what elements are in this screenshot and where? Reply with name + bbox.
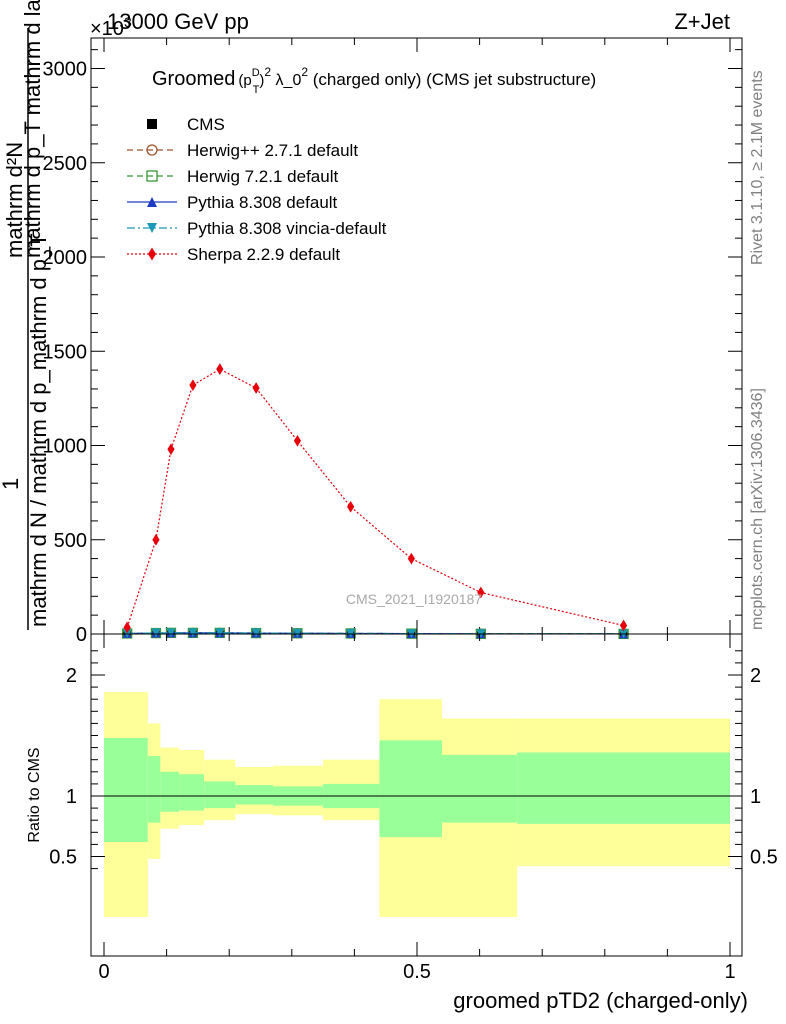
legend-label: Herwig 7.2.1 default <box>187 167 338 186</box>
data-point <box>292 628 302 638</box>
header-process: Z+Jet <box>674 9 730 34</box>
y-tick-label: 3000 <box>43 59 88 81</box>
stat-uncertainty-band <box>442 754 518 823</box>
data-point <box>188 628 198 638</box>
mcplots-label: mcplots.cern.ch [arXiv:1306.3436] <box>749 388 766 630</box>
ratio-y-label: Ratio to CMS <box>26 747 43 842</box>
data-point <box>477 586 485 599</box>
data-point <box>346 628 356 638</box>
series-line <box>126 368 624 628</box>
stat-uncertainty-band <box>160 771 180 812</box>
ratio-bands <box>104 691 730 917</box>
ratio-plot: 0.5 0.5 1 1 2 2 0 0.5 1 Ratio to CMS <box>26 633 778 983</box>
legend-entry: Sherpa 2.2.9 default <box>127 245 340 264</box>
ratio-y-tick-label-right: 2 <box>750 665 761 687</box>
legend-marker <box>147 223 157 233</box>
ratio-y-tick-label: 0.5 <box>49 847 77 869</box>
legend-entry: Pythia 8.308 vincia-default <box>127 219 387 238</box>
watermark: CMS_2021_I1920187 <box>346 591 482 607</box>
stat-uncertainty-band <box>204 781 236 809</box>
data-point <box>122 628 132 638</box>
y-tick-label: 0 <box>76 624 87 646</box>
ratio-y-tick-label-right: 0.5 <box>750 847 778 869</box>
legend-entry: Pythia 8.308 default <box>127 193 338 212</box>
stat-uncertainty-band <box>104 737 148 842</box>
axis-multiplier-base: ×10 <box>90 18 124 40</box>
plot-title-p: (p <box>238 72 251 89</box>
legend-marker <box>147 119 157 129</box>
data-point <box>166 628 176 638</box>
main-y-label: mathrm d²N mathrm d p_T mathrm d lambda … <box>0 0 51 630</box>
data-point <box>216 363 224 376</box>
y-label-denominator: mathrm d N / mathrm d p_mathrm d p_T <box>26 233 51 627</box>
stat-uncertainty-band <box>179 774 205 811</box>
data-point <box>215 628 225 638</box>
legend-label: Pythia 8.308 vincia-default <box>187 219 387 238</box>
data-point <box>347 500 355 513</box>
legend-marker <box>147 197 157 207</box>
data-point <box>252 382 260 394</box>
legend-marker <box>148 247 156 261</box>
data-point <box>619 619 628 632</box>
plot-title: Groomed (pD T)2 λ_02 (charged only) (CMS j… <box>152 65 596 96</box>
legend-label: CMS <box>187 115 225 134</box>
y-tick-label: 1500 <box>43 341 88 363</box>
y-tick-label: 1000 <box>43 436 88 458</box>
data-point <box>152 533 160 546</box>
plot-title-close: ) <box>259 72 264 89</box>
plot-title-sub: T <box>253 84 260 96</box>
plot-title-main: Groomed <box>152 68 235 90</box>
main-plot: 0 500 1000 1500 2000 2500 3000 CMS_2021_I19201… <box>43 37 743 646</box>
x-tick-label: 1 <box>724 961 735 983</box>
legend-entry: CMS <box>147 115 225 134</box>
data-point <box>407 552 415 565</box>
ratio-plot-frame <box>90 633 743 957</box>
legend-marker <box>146 170 158 182</box>
plot-title-lambda-power: 2 <box>301 65 308 79</box>
ratio-y-tick-label: 1 <box>66 786 77 808</box>
y-tick-label: 500 <box>54 530 87 552</box>
y-tick-label: 2000 <box>43 247 88 269</box>
y-label-numerator-tail: mathrm d p_T mathrm d lambda <box>20 0 45 258</box>
data-point <box>123 621 131 634</box>
legend-marker <box>146 144 158 156</box>
plot-title-lambda: λ_0 <box>271 72 301 89</box>
y-label-numerator: mathrm d²N <box>2 142 27 258</box>
stat-uncertainty-band <box>379 740 443 838</box>
legend-label: Herwig++ 2.7.1 default <box>187 141 358 160</box>
x-tick-label: 0 <box>98 961 109 983</box>
stat-uncertainty-band <box>517 752 730 824</box>
x-axis-label: groomed pTD2 (charged-only) <box>453 988 748 1013</box>
legend: CMS Herwig++ 2.7.1 default Herwig 7.2.1 de… <box>127 115 387 264</box>
plot-title-rest: (charged only) (CMS jet substructure) <box>308 70 596 89</box>
legend-label: Sherpa 2.2.9 default <box>187 245 340 264</box>
ratio-y-tick-label-right: 1 <box>750 786 761 808</box>
data-point <box>293 434 302 447</box>
y-tick-label: 2500 <box>43 153 88 175</box>
axis-multiplier-power: 3 <box>124 14 132 30</box>
data-point <box>189 379 197 392</box>
ratio-y-tick-label: 2 <box>66 665 77 687</box>
legend-entry: Herwig++ 2.7.1 default <box>127 141 358 160</box>
y-label-one: 1 <box>0 478 23 490</box>
legend-label: Pythia 8.308 default <box>187 193 338 212</box>
header-energy: 13000 GeV pp <box>107 9 249 34</box>
rivet-label: Rivet 3.1.10, ≥ 2.1M events <box>749 70 766 265</box>
plot-title-power: 2 <box>264 65 271 79</box>
data-point <box>151 628 161 638</box>
main-axis-ticks: 0 500 1000 1500 2000 2500 3000 <box>43 38 742 646</box>
plot-title-sup: D <box>252 67 260 79</box>
stat-uncertainty-band <box>235 785 274 805</box>
x-tick-label: 0.5 <box>403 961 431 983</box>
ratio-axis-ticks: 0.5 0.5 1 1 2 2 0 0.5 1 <box>49 634 778 983</box>
data-point <box>167 443 175 456</box>
stat-uncertainty-band <box>147 756 161 823</box>
axis-multiplier: ×103 <box>90 14 132 40</box>
data-point <box>251 628 261 638</box>
legend-entry: Herwig 7.2.1 default <box>127 167 338 186</box>
